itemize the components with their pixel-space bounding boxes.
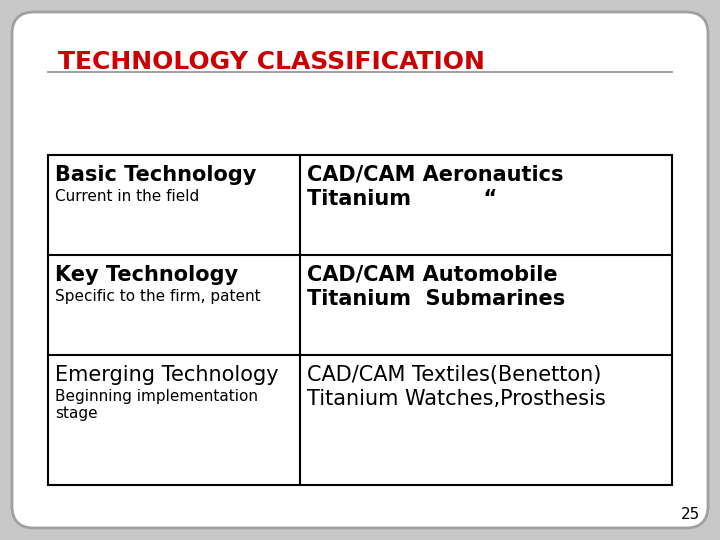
Bar — [48, 155, 672, 485]
Text: Beginning implementation
stage: Beginning implementation stage — [55, 389, 258, 421]
Text: Emerging Technology: Emerging Technology — [55, 365, 279, 385]
FancyBboxPatch shape — [12, 12, 708, 528]
Text: Specific to the firm, patent: Specific to the firm, patent — [55, 289, 261, 304]
Text: 25: 25 — [680, 507, 700, 522]
Text: CAD/CAM Aeronautics: CAD/CAM Aeronautics — [307, 165, 564, 185]
Text: Basic Technology: Basic Technology — [55, 165, 256, 185]
Text: CAD/CAM Automobile: CAD/CAM Automobile — [307, 265, 557, 285]
Text: Key Technology: Key Technology — [55, 265, 238, 285]
Text: Titanium Watches,Prosthesis: Titanium Watches,Prosthesis — [307, 389, 606, 409]
Text: Current in the field: Current in the field — [55, 189, 199, 204]
Text: Titanium  Submarines: Titanium Submarines — [307, 289, 565, 309]
Text: Titanium          “: Titanium “ — [307, 189, 498, 209]
Text: TECHNOLOGY CLASSIFICATION: TECHNOLOGY CLASSIFICATION — [58, 50, 485, 74]
Text: CAD/CAM Textiles(Benetton): CAD/CAM Textiles(Benetton) — [307, 365, 601, 385]
